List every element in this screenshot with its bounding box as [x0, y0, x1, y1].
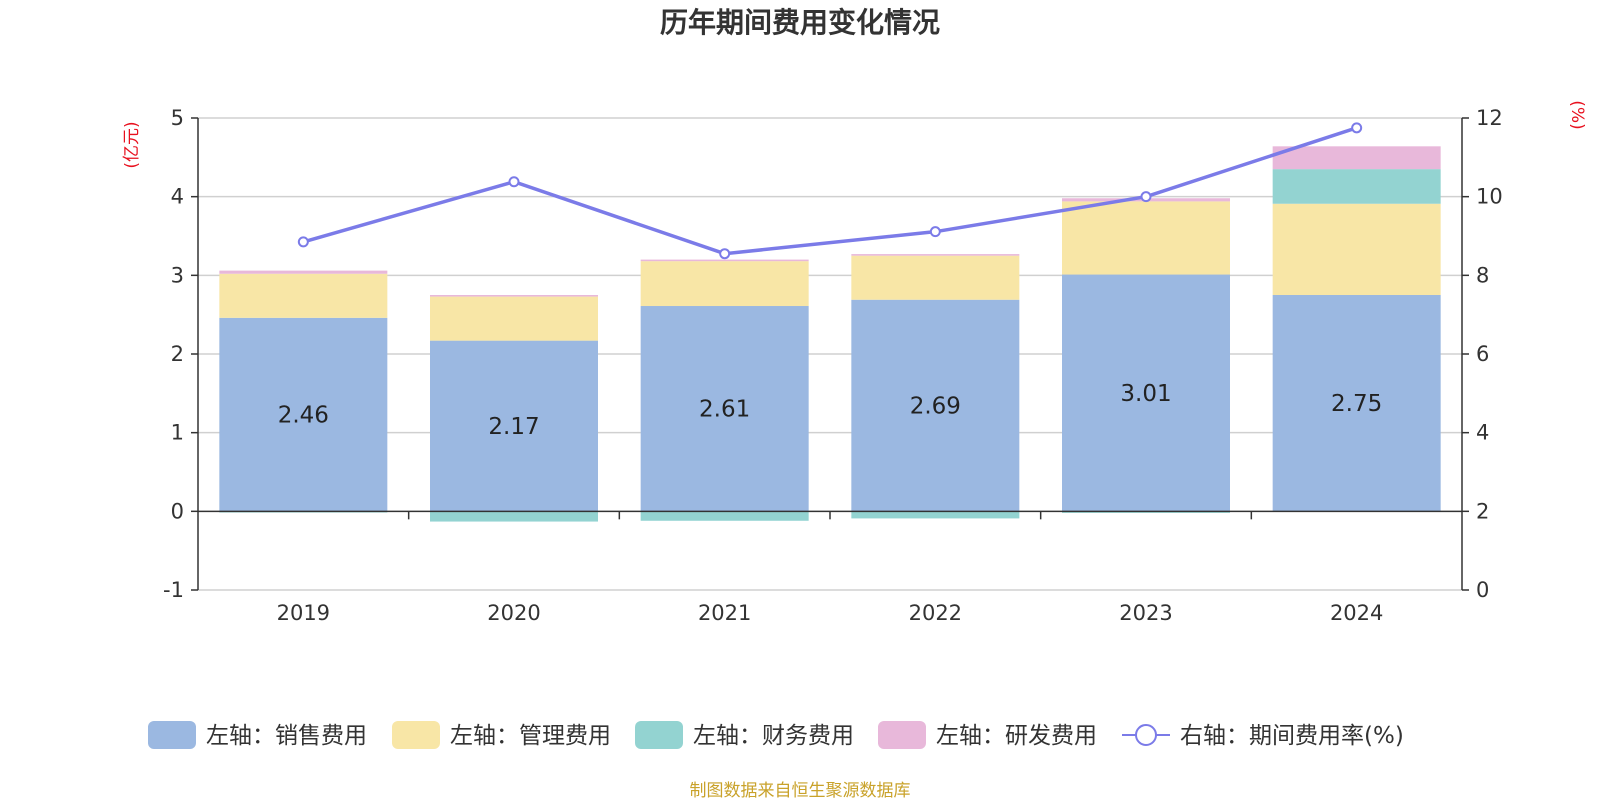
- x-tick-label: 2024: [1330, 601, 1383, 625]
- bar-2021-series1: [640, 261, 809, 307]
- bar-value-label: 2.17: [488, 414, 539, 440]
- left-tick-label: 3: [171, 263, 184, 287]
- legend-label: 左轴：销售费用: [206, 723, 367, 749]
- bar-value-label: 2.69: [910, 394, 961, 420]
- right-tick-label: 0: [1476, 578, 1489, 602]
- rate-point-2022: [929, 226, 941, 238]
- bar-value-label: 2.46: [278, 403, 329, 429]
- left-tick-label: -1: [163, 578, 184, 602]
- bar-2023-series2: [1062, 511, 1230, 513]
- legend-label: 左轴：管理费用: [450, 723, 611, 749]
- right-tick-label: 12: [1476, 106, 1503, 130]
- bar-2024-series3: [1272, 146, 1441, 170]
- x-tick-label: 2019: [277, 601, 330, 625]
- right-tick-label: 8: [1476, 263, 1489, 287]
- bar-2019-series0: [219, 317, 388, 512]
- line-layer: [297, 122, 1363, 260]
- x-tick-label: 2022: [909, 601, 962, 625]
- bar-2020-series3: [430, 295, 598, 297]
- legend-swatch: [148, 721, 196, 749]
- right-tick-label: 10: [1476, 185, 1503, 209]
- bar-2024-series0: [1272, 295, 1441, 512]
- source-note: 制图数据来自恒生聚源数据库: [690, 781, 911, 800]
- right-tick-label: 2: [1476, 499, 1489, 523]
- grid-layer: [198, 117, 1462, 591]
- bar-2022-series2: [851, 511, 1020, 519]
- bar-2024-series1: [1272, 203, 1441, 295]
- bar-2022-series0: [851, 299, 1020, 512]
- left-tick-label: 5: [171, 106, 184, 130]
- bar-layer: [219, 146, 1441, 522]
- x-tick-label: 2023: [1119, 601, 1172, 625]
- rate-point-2021: [719, 248, 731, 260]
- x-tick-label: 2020: [487, 601, 540, 625]
- left-tick-label: 4: [171, 185, 184, 209]
- bar-2023-series0: [1062, 274, 1230, 512]
- bar-2020-series0: [430, 340, 598, 512]
- x-tick-label: 2021: [698, 601, 751, 625]
- legend-label: 左轴：财务费用: [693, 723, 854, 749]
- bar-2019-series1: [219, 273, 388, 318]
- left-tick-label: 1: [171, 421, 184, 445]
- rate-point-2020: [508, 176, 520, 188]
- bar-2020-series2: [430, 511, 598, 522]
- rate-point-2024: [1351, 122, 1363, 134]
- bar-2021-series3: [640, 259, 809, 262]
- legend-label: 右轴：期间费用率(%): [1180, 723, 1404, 749]
- bar-value-label: 3.01: [1120, 381, 1171, 407]
- legend-label: 左轴：研发费用: [936, 723, 1097, 749]
- label-layer: 2.46 2.17 2.61 2.69 3.01 2.75: [278, 381, 1383, 440]
- legend: 左轴：销售费用 左轴：管理费用 左轴：财务费用 左轴：研发费用 右轴：期间费用率(%): [148, 721, 1404, 749]
- bar-2024-series2: [1272, 169, 1441, 204]
- rate-point-2023: [1140, 191, 1152, 203]
- chart-title: 历年期间费用变化情况: [660, 6, 940, 39]
- bar-value-label: 2.75: [1331, 391, 1382, 417]
- bar-2022-series3: [851, 254, 1020, 256]
- bar-2019-series3: [219, 270, 388, 274]
- bar-2021-series0: [640, 306, 809, 512]
- left-tick-label: 0: [171, 499, 184, 523]
- bar-value-label: 2.61: [699, 397, 750, 423]
- legend-swatch: [392, 721, 440, 749]
- legend-swatch: [878, 721, 926, 749]
- right-tick-label: 4: [1476, 421, 1489, 445]
- bar-2021-series2: [640, 511, 809, 521]
- legend-circle-symbol: [1135, 724, 1157, 746]
- right-tick-label: 6: [1476, 342, 1489, 366]
- rate-point-2019: [297, 236, 309, 248]
- bar-2022-series1: [851, 255, 1020, 300]
- rate-line: [302, 126, 1358, 256]
- legend-swatch: [635, 721, 683, 749]
- left-tick-label: 2: [171, 342, 184, 366]
- left-axis-unit: (亿元): [122, 121, 142, 168]
- bar-2023-series1: [1062, 201, 1230, 275]
- bar-2020-series1: [430, 296, 598, 341]
- right-axis-unit: (%): [1567, 100, 1587, 129]
